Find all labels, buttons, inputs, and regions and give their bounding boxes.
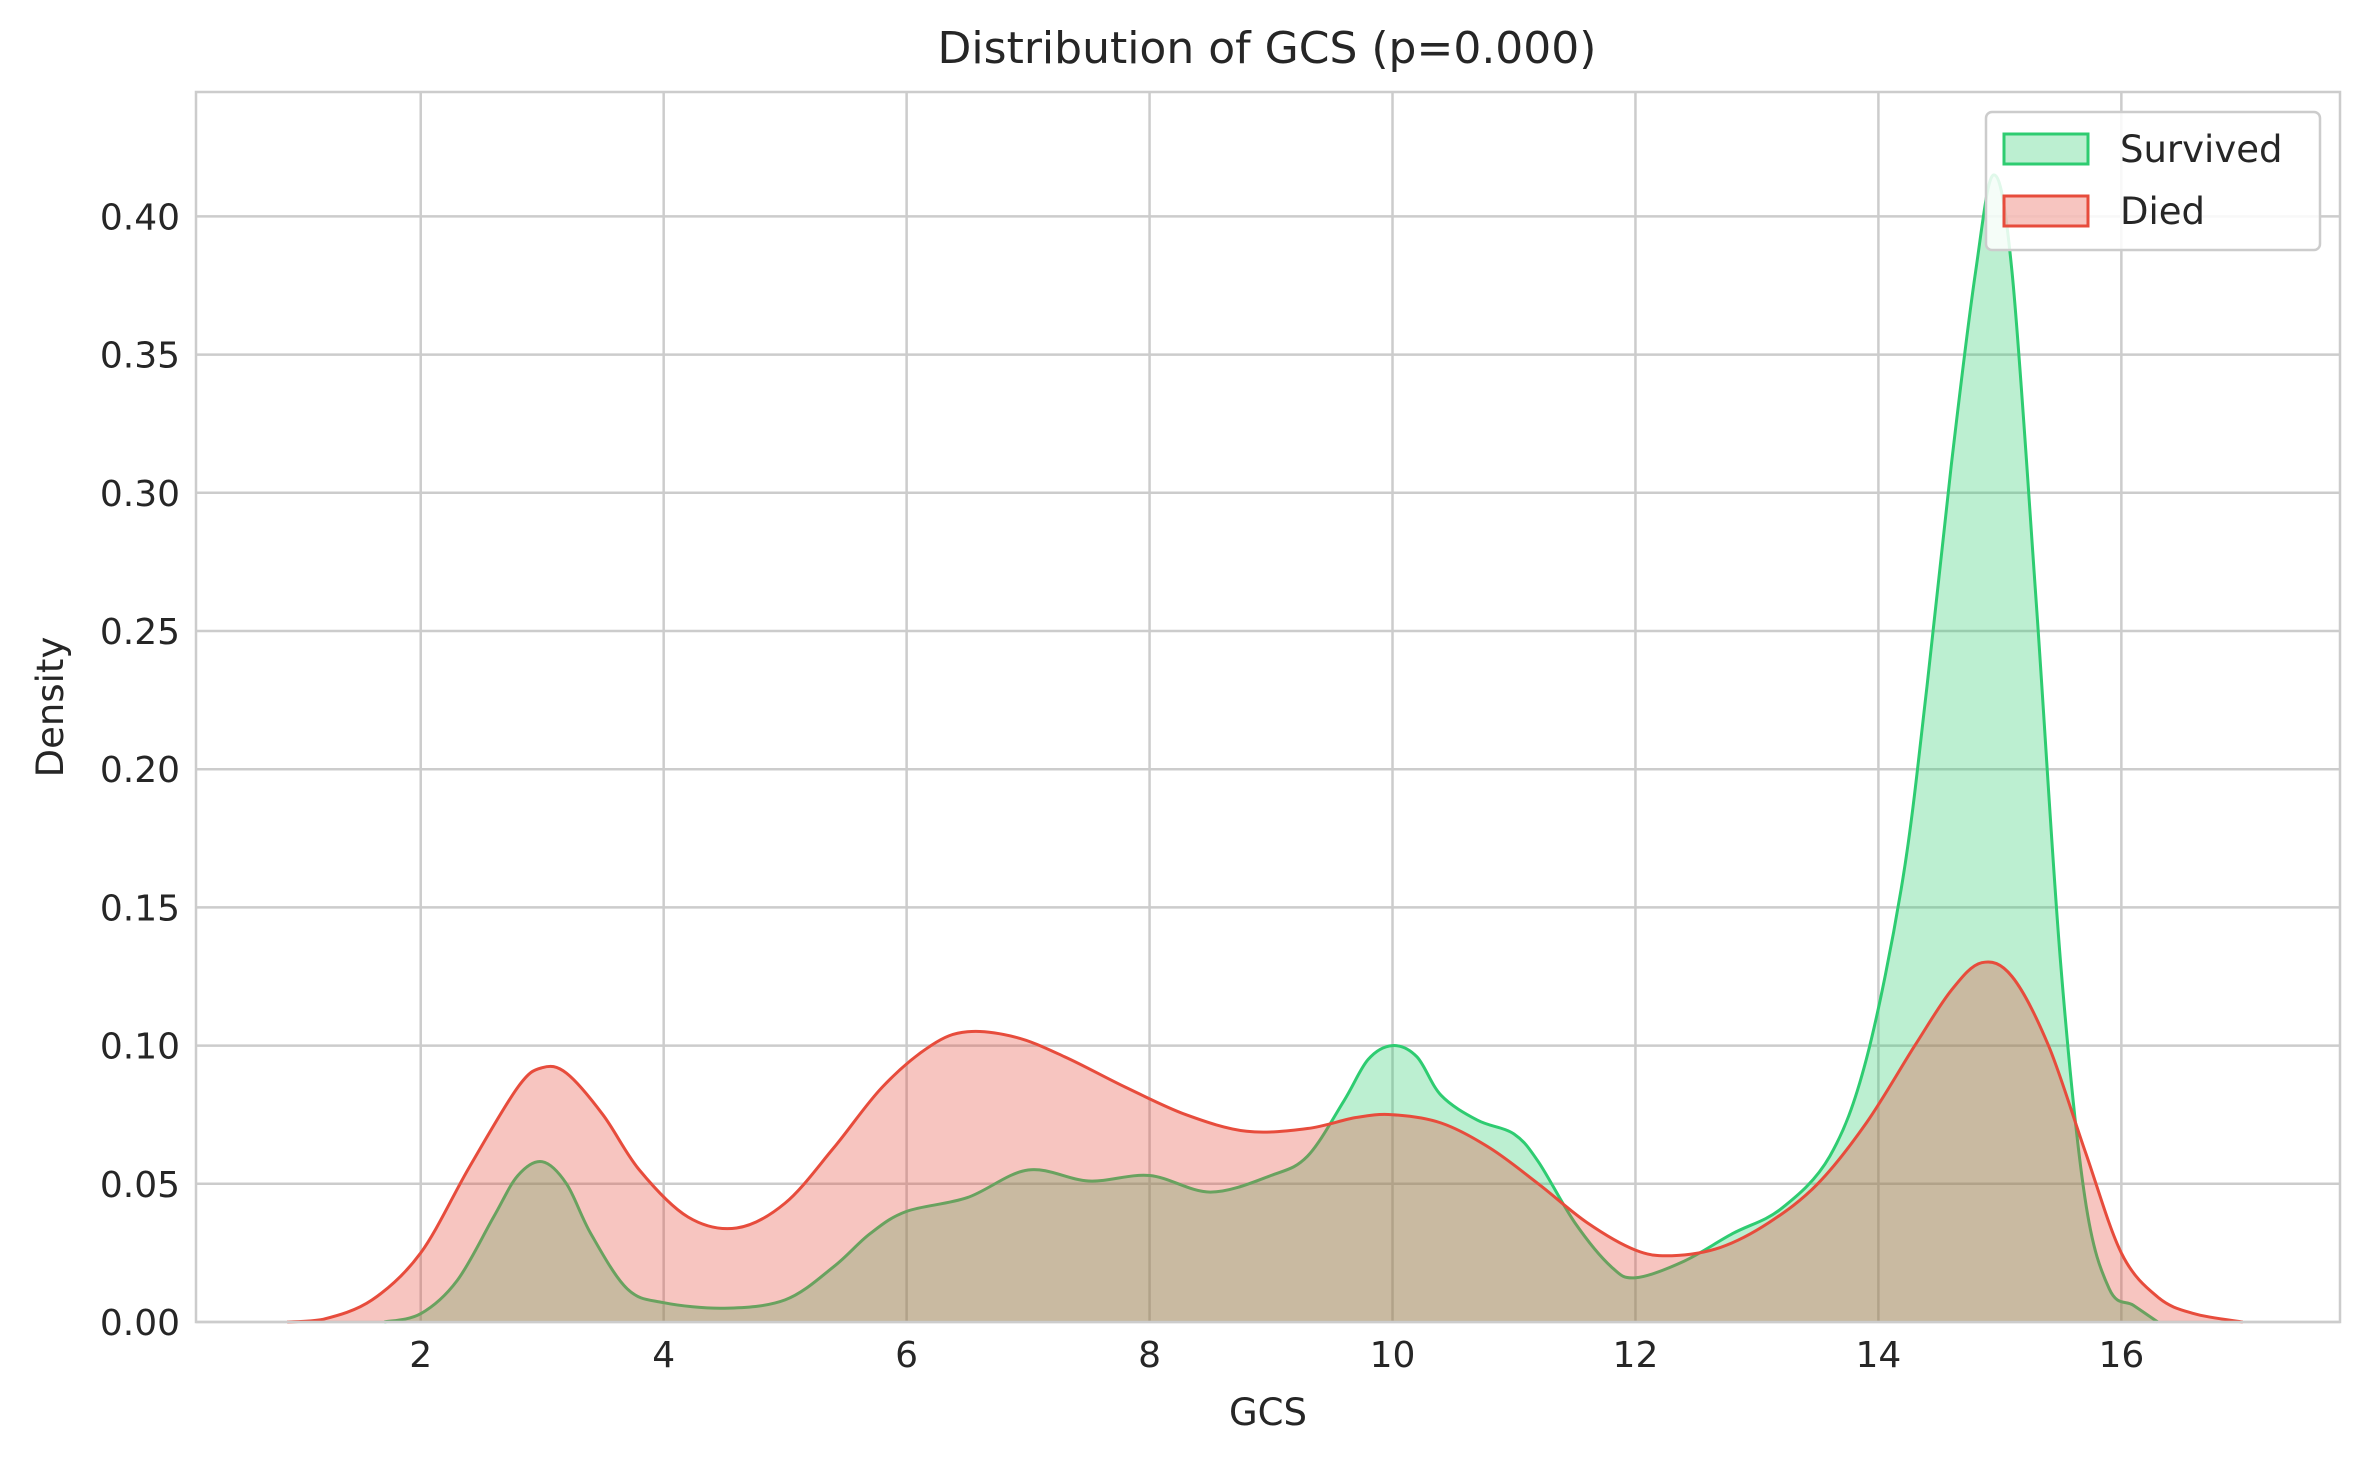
y-tick-label-0.05: 0.05 bbox=[100, 1165, 180, 1206]
legend-swatch-died bbox=[2002, 194, 2090, 228]
y-tick-label-0.30: 0.30 bbox=[100, 474, 180, 515]
survived-density-area bbox=[384, 174, 2158, 1322]
legend-box bbox=[1984, 110, 2322, 252]
x-tick-label-6: 6 bbox=[895, 1335, 918, 1376]
died-density-area bbox=[287, 961, 2243, 1322]
legend-label-died: Died bbox=[2120, 190, 2205, 233]
series-layer bbox=[286, 173, 2244, 1324]
survived-density-line bbox=[383, 173, 2159, 1324]
y-tick-label-0.00: 0.00 bbox=[100, 1303, 180, 1344]
died-density-line bbox=[286, 960, 2244, 1324]
x-tick-label-10: 10 bbox=[1370, 1335, 1416, 1376]
x-axis-label: GCS bbox=[1229, 1391, 1307, 1434]
y-tick-label-0.25: 0.25 bbox=[100, 612, 180, 653]
x-tick-label-4: 4 bbox=[652, 1335, 675, 1376]
legend-swatch-survived bbox=[2002, 132, 2090, 166]
y-tick-label-0.15: 0.15 bbox=[100, 888, 180, 929]
plot-frame bbox=[194, 90, 2342, 1324]
x-tick-label-12: 12 bbox=[1613, 1335, 1659, 1376]
y-tick-label-0.35: 0.35 bbox=[100, 336, 180, 377]
chart-title: Distribution of GCS (p=0.000) bbox=[938, 23, 1597, 74]
legend-label-survived: Survived bbox=[2120, 128, 2282, 171]
grid bbox=[196, 92, 2340, 1324]
x-tick-label-8: 8 bbox=[1138, 1335, 1161, 1376]
tick-labels: 2 4 6 8 10 12 14 16 0.00 0.05 0.10 0.15 0.20 0.25 0.30… bbox=[100, 197, 2144, 1376]
x-tick-label-14: 14 bbox=[1855, 1335, 1901, 1376]
x-tick-label-16: 16 bbox=[2098, 1335, 2144, 1376]
y-tick-label-0.20: 0.20 bbox=[100, 750, 180, 791]
legend: Survived Died bbox=[1984, 110, 2322, 252]
y-tick-label-0.40: 0.40 bbox=[100, 197, 180, 238]
y-axis-label: Density bbox=[29, 637, 72, 778]
y-tick-label-0.10: 0.10 bbox=[100, 1027, 180, 1068]
x-tick-label-2: 2 bbox=[409, 1335, 432, 1376]
